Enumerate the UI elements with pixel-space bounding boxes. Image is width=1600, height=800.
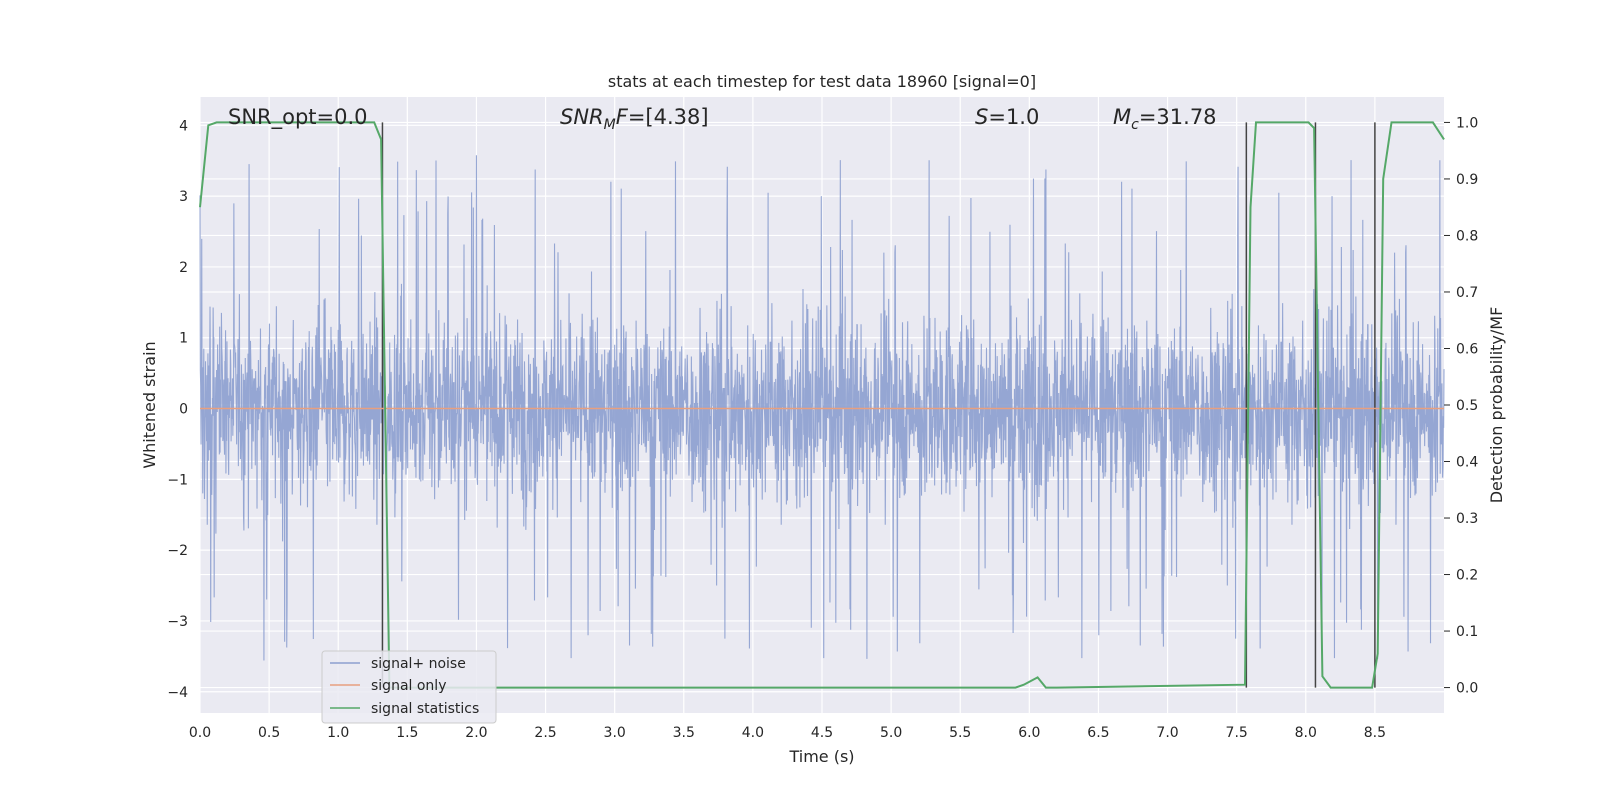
x-tick-label: 8.5 (1364, 725, 1386, 741)
snr-mf-symbol-2: F (616, 105, 629, 129)
y-tick-label: 3 (179, 189, 188, 205)
x-tick-label: 7.0 (1156, 725, 1178, 741)
x-tick-label: 6.0 (1018, 725, 1040, 741)
y-axis-label: Whitened strain (140, 341, 159, 468)
snr-mf-value: =[4.38] (628, 105, 709, 129)
x-tick-label: 5.0 (880, 725, 902, 741)
mc-symbol: M (1113, 105, 1131, 129)
x-tick-label: 3.5 (673, 725, 695, 741)
y2-tick-label: 0.8 (1456, 228, 1478, 244)
y2-tick-label: 0.9 (1456, 172, 1478, 188)
y-tick-label: −4 (167, 685, 188, 701)
s-symbol: S (975, 105, 988, 129)
y2-tick-label: 0.6 (1456, 341, 1478, 357)
s-value: =1.0 (988, 105, 1039, 129)
y-tick-label: 1 (179, 331, 188, 347)
x-tick-label: 0.5 (258, 725, 280, 741)
x-tick-label: 5.5 (949, 725, 971, 741)
y2-tick-label: 0.4 (1456, 455, 1478, 471)
legend-box (321, 650, 497, 724)
y-tick-labels: 4 3 2 1 0 −1 −2 −3 −4 (167, 118, 188, 700)
y2-axis-label: Detection probability/MF (1487, 307, 1506, 504)
annotation-snr-opt: SNR_opt=0.0 (228, 105, 368, 130)
x-tick-label: 7.5 (1226, 725, 1248, 741)
y2-tick-label: 0.2 (1456, 568, 1478, 584)
y-tick-label: 4 (179, 118, 188, 134)
chart-title: stats at each timestep for test data 189… (608, 72, 1036, 91)
legend-label-signal-statistics: signal statistics (371, 701, 479, 717)
x-tick-label: 2.5 (534, 725, 556, 741)
x-tick-labels: 0.0 0.5 1.0 1.5 2.0 2.5 3.0 3.5 4.0 4.5 5.0 5.5 6.0 6… (189, 725, 1386, 741)
x-tick-label: 3.0 (604, 725, 626, 741)
mc-subscript: c (1131, 117, 1139, 133)
y2-tick-label: 0.5 (1456, 398, 1478, 414)
y-tick-label: −2 (167, 543, 188, 559)
x-tick-label: 1.0 (327, 725, 349, 741)
y2-tick-labels: 1.0 0.9 0.8 0.7 0.6 0.5 0.4 0.3 0.2 0.1 0.0 (1444, 115, 1478, 697)
x-tick-label: 8.0 (1295, 725, 1317, 741)
x-tick-label: 2.0 (465, 725, 487, 741)
x-tick-label: 4.0 (742, 725, 764, 741)
annotation-mc: Mc=31.78 (1113, 105, 1217, 133)
y2-tick-label: 0.3 (1456, 511, 1478, 527)
mc-value: =31.78 (1139, 105, 1217, 129)
series-signal-statistics (199, 121, 1445, 689)
annotation-snr-mf: SNRMF=[4.38] (560, 105, 709, 133)
y-tick-label: −1 (167, 472, 188, 488)
x-axis-label: Time (s) (788, 747, 854, 766)
line-series (199, 121, 1445, 689)
legend-label-signal-noise: signal+ noise (371, 656, 466, 672)
annotation-s: S=1.0 (975, 105, 1039, 129)
y-tick-label: 2 (179, 260, 188, 276)
y2-tick-label: 1.0 (1456, 115, 1478, 131)
legend: signal+ noise signal only signal statist… (321, 650, 497, 724)
y-tick-label: 0 (179, 402, 188, 418)
legend-label-signal-only: signal only (371, 678, 446, 694)
noise-series (199, 155, 1445, 661)
snr-mf-subscript: M (604, 117, 616, 133)
x-tick-label: 1.5 (396, 725, 418, 741)
series-signal-noise (199, 155, 1445, 661)
snr-mf-symbol: SNR (560, 105, 604, 129)
y-tick-label: −3 (167, 614, 188, 630)
x-tick-label: 6.5 (1087, 725, 1109, 741)
x-tick-label: 0.0 (189, 725, 211, 741)
y2-tick-label: 0.0 (1456, 681, 1478, 697)
y2-tick-label: 0.1 (1456, 624, 1478, 640)
y2-tick-label: 0.7 (1456, 285, 1478, 301)
x-tick-label: 4.5 (811, 725, 833, 741)
